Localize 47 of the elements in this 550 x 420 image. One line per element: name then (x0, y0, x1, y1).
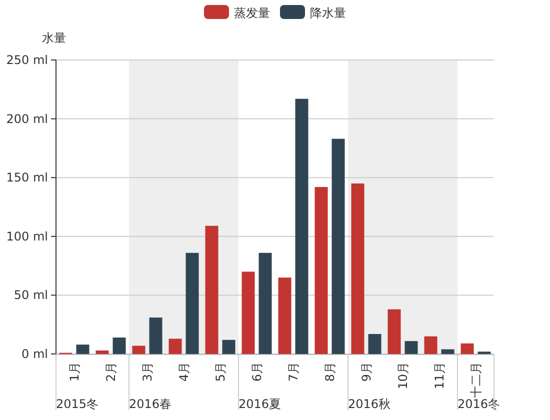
bar (314, 187, 328, 354)
bar (112, 338, 126, 354)
x-tick-label: 6月 (250, 362, 264, 382)
legend-label: 蒸发量 (234, 6, 270, 20)
x-tick-label: 5月 (213, 362, 228, 382)
bar (258, 252, 272, 354)
y-tick-label: 200 ml (6, 112, 48, 126)
bar (205, 226, 218, 354)
y-tick-label: 0 ml (22, 347, 48, 361)
bar (186, 252, 199, 354)
y-tick-label: 250 ml (6, 53, 48, 67)
x-tick-label: 8月 (322, 362, 337, 382)
bar (222, 340, 236, 354)
y-tick-label: 150 ml (6, 170, 48, 185)
x-tick-label: 十二月 (468, 362, 483, 398)
bar (388, 309, 401, 354)
bar (132, 346, 146, 354)
x-tick-label: 4月 (176, 362, 191, 382)
x-tick-label: 2月 (104, 362, 118, 382)
legend-label: 降水量 (310, 6, 346, 20)
bar (168, 338, 182, 354)
y-tick-label: 100 ml (6, 229, 48, 244)
bar (149, 318, 162, 354)
bar (460, 343, 474, 354)
bar (441, 349, 454, 354)
x-tick-label: 10月 (396, 362, 410, 390)
bar (404, 341, 418, 354)
text: 2016夏 (238, 397, 282, 411)
x-tick-label: 7月 (286, 362, 300, 382)
x-tick-label: 9月 (359, 362, 374, 382)
text: 2015冬 (56, 397, 99, 411)
x-tick-label: 11月 (432, 362, 446, 390)
bar (424, 336, 438, 354)
y-axis-title: 水量 (42, 31, 66, 45)
band-label: 2016秋 (348, 397, 391, 411)
bar (96, 350, 109, 354)
bar (242, 272, 255, 354)
bar (332, 138, 345, 354)
bar (76, 344, 90, 354)
bar (351, 183, 364, 354)
x-tick-label: 3月 (140, 362, 154, 382)
bar (295, 98, 308, 354)
y-tick-label: 50 ml (14, 288, 48, 302)
bar (278, 278, 292, 354)
bar (368, 334, 382, 354)
band-label: 2016春 (129, 397, 172, 411)
x-tick-label: 1月 (67, 362, 82, 382)
